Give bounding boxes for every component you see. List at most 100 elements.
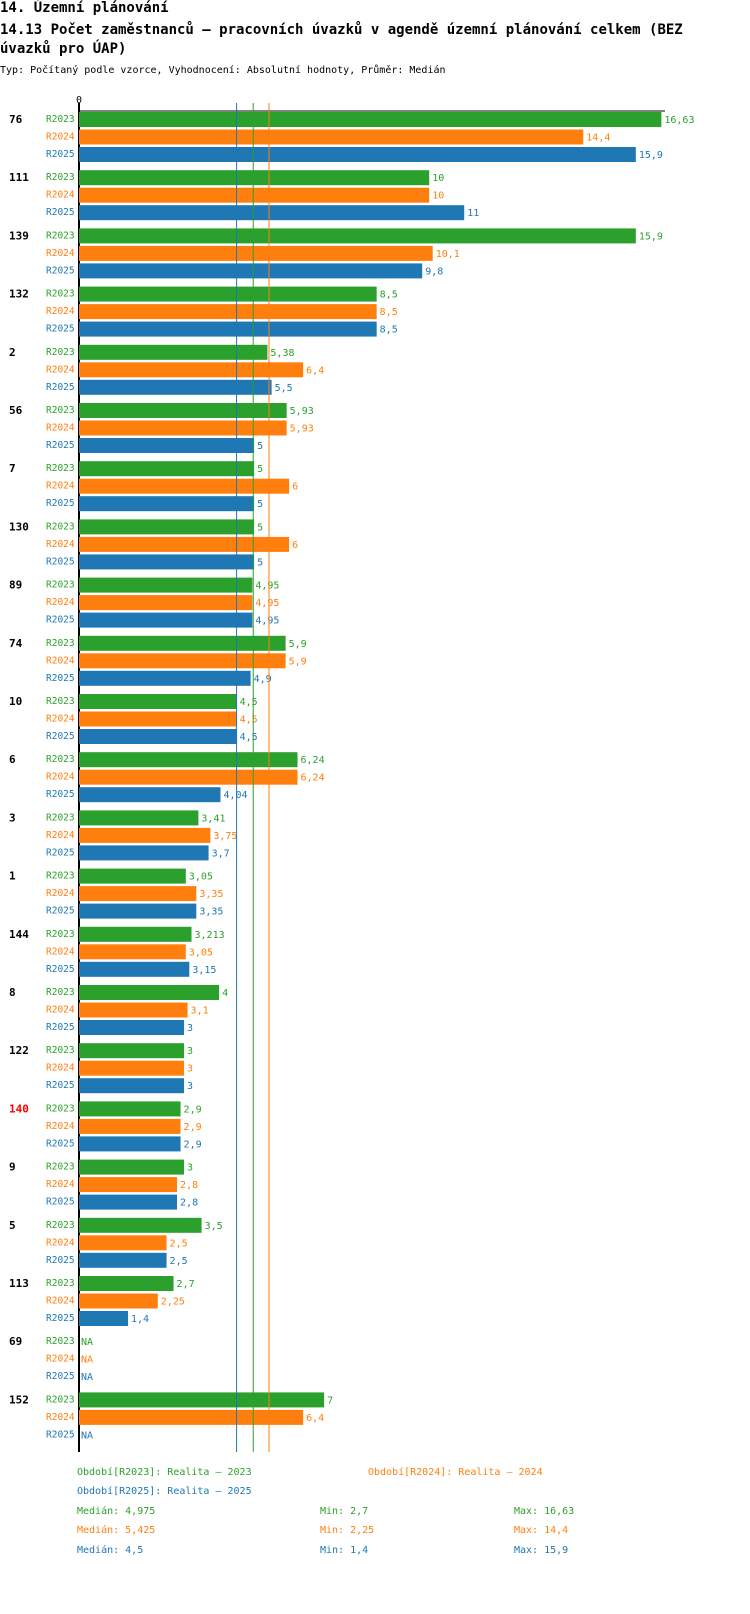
- bar: [79, 129, 584, 145]
- data-label: 2,8: [180, 1180, 198, 1191]
- bar: [79, 845, 209, 861]
- series-label: R2023: [46, 1278, 75, 1289]
- bar: [79, 496, 255, 512]
- bar: [79, 1020, 185, 1035]
- bar: [79, 245, 433, 261]
- bar: [79, 827, 211, 843]
- series-label: R2025: [46, 906, 75, 917]
- bar: [79, 1002, 188, 1018]
- data-label: 4,95: [255, 598, 279, 609]
- bar: [79, 1060, 185, 1076]
- data-label: 3,7: [212, 848, 230, 859]
- stat-min-r2025: Min: 1,4: [320, 1545, 369, 1556]
- data-label: 4,9: [254, 674, 272, 685]
- bar: [79, 1194, 178, 1210]
- bar: [79, 961, 190, 977]
- series-label: R2024: [46, 1296, 75, 1307]
- bar: [79, 147, 636, 162]
- legend-r2025: Období[R2025]: Realita – 2025: [77, 1486, 252, 1497]
- stat-median-r2025: Medián: 4,5: [77, 1545, 144, 1556]
- bar: [79, 1409, 304, 1425]
- series-label: R2024: [46, 597, 75, 608]
- chart-title: 14.13 Počet zaměstnanců – pracovních úva…: [0, 22, 683, 57]
- bar: [79, 362, 304, 378]
- series-label: R2024: [46, 714, 75, 725]
- series-label: R2025: [46, 1313, 75, 1324]
- data-label: 4: [222, 988, 228, 999]
- data-label: 4,04: [223, 790, 247, 801]
- data-label: NA: [81, 1355, 93, 1366]
- data-label: 3,5: [205, 1221, 223, 1232]
- legend-r2023: Období[R2023]: Realita – 2023: [77, 1467, 252, 1478]
- bar: [79, 612, 253, 628]
- series-label: R2025: [46, 1138, 75, 1149]
- data-label: 2,5: [170, 1256, 188, 1267]
- series-label: R2025: [46, 207, 75, 218]
- data-label: 3,41: [201, 813, 225, 824]
- bar: [79, 985, 220, 1000]
- bar: [79, 403, 287, 418]
- category-label: 10: [9, 695, 22, 708]
- bar: [79, 752, 298, 768]
- series-label: R2023: [46, 696, 75, 707]
- series-label: R2024: [46, 1237, 75, 1248]
- bar: [79, 653, 286, 669]
- data-label: 4,5: [240, 697, 258, 708]
- bar: [79, 810, 199, 826]
- category-label: 139: [9, 229, 29, 242]
- data-label: 5,93: [290, 406, 314, 417]
- series-label: R2024: [46, 830, 75, 841]
- stat-max-r2023: Max: 16,63: [514, 1506, 575, 1517]
- bar: [79, 1276, 174, 1291]
- bar: [79, 478, 290, 494]
- data-label: 14,4: [586, 133, 610, 144]
- data-label: 6,4: [306, 1413, 324, 1424]
- data-label: 3,05: [189, 947, 213, 958]
- series-label: R2025: [46, 440, 75, 451]
- series-label: R2025: [46, 1255, 75, 1266]
- section-title: 14. Územní plánování: [0, 0, 169, 16]
- category-label: 74: [9, 637, 23, 650]
- series-label: R2024: [46, 539, 75, 550]
- data-label: 3,15: [192, 965, 216, 976]
- series-label: R2024: [46, 1005, 75, 1016]
- chart-subtitle: Typ: Počítaný podle vzorce, Vyhodnocení:…: [0, 65, 446, 76]
- stat-max-r2024: Max: 14,4: [514, 1525, 569, 1536]
- category-label: 7: [9, 462, 16, 475]
- bar: [79, 670, 251, 686]
- data-label: 4,95: [255, 581, 279, 592]
- series-label: R2024: [46, 772, 75, 783]
- stat-min-r2024: Min: 2,25: [320, 1525, 375, 1536]
- series-label: R2025: [46, 498, 75, 509]
- series-label: R2024: [46, 306, 75, 317]
- bar: [79, 536, 290, 552]
- data-label: 2,5: [170, 1238, 188, 1249]
- bar: [79, 438, 255, 453]
- bar: [79, 461, 255, 477]
- series-label: R2025: [46, 964, 75, 975]
- category-label: 3: [9, 811, 16, 824]
- bar: [79, 379, 272, 395]
- series-label: R2024: [46, 946, 75, 957]
- category-label: 9: [9, 1161, 16, 1174]
- series-label: R2023: [46, 230, 75, 241]
- bar: [79, 519, 255, 535]
- series-label: R2023: [46, 1162, 75, 1173]
- bar: [79, 577, 253, 593]
- series-label: R2024: [46, 888, 75, 899]
- bar: [79, 694, 237, 709]
- series-label: R2023: [46, 871, 75, 882]
- bar: [79, 1252, 167, 1268]
- bar: [79, 595, 253, 611]
- series-label: R2023: [46, 405, 75, 416]
- bar: [79, 1043, 185, 1059]
- data-label: NA: [81, 1430, 93, 1441]
- bar: [79, 1235, 167, 1251]
- category-label: 140: [9, 1102, 29, 1115]
- series-label: R2024: [46, 364, 75, 375]
- data-label: 6: [292, 540, 298, 551]
- data-label: 3: [187, 1023, 193, 1034]
- category-label: 1: [9, 870, 16, 883]
- bar: [79, 112, 662, 127]
